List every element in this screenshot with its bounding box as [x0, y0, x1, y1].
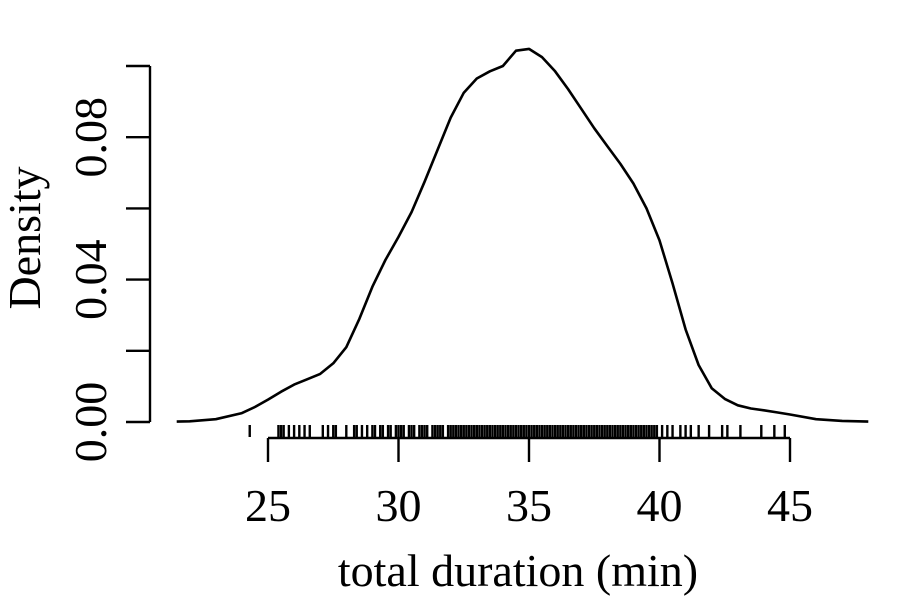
y-axis-title: Density — [0, 166, 50, 309]
y-tick-label: 0.04 — [65, 239, 116, 320]
density-curve — [176, 47, 869, 423]
x-axis-title: total duration (min) — [338, 545, 698, 596]
rug-marks — [248, 425, 786, 437]
x-tick-label: 40 — [637, 480, 683, 531]
x-tick-label: 35 — [506, 480, 552, 531]
y-tick-label: 0.08 — [65, 97, 116, 178]
x-tick-label: 45 — [767, 480, 813, 531]
x-tick-label: 30 — [376, 480, 422, 531]
plot-area — [176, 47, 869, 423]
x-axis: 25 30 35 40 45 — [245, 436, 813, 531]
y-tick-label: 0.00 — [65, 382, 116, 463]
y-axis: 0.00 0.04 0.08 — [65, 64, 152, 463]
x-tick-label: 25 — [245, 480, 291, 531]
